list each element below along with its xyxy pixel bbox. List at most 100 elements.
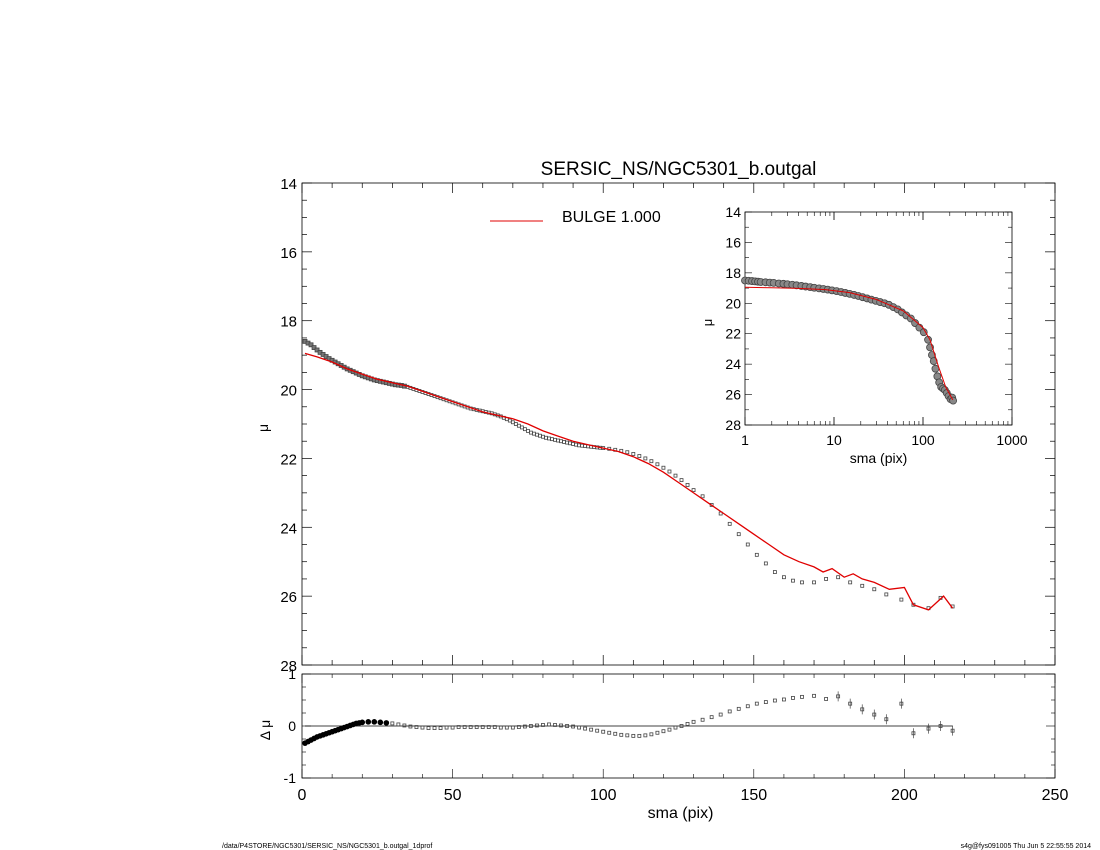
data-point [526, 428, 530, 433]
residual-data-point [673, 725, 678, 730]
data-point [824, 577, 828, 581]
residual-data-point [390, 721, 395, 726]
residual-data-point [812, 693, 816, 698]
inset-y-tick-label: 24 [725, 356, 741, 372]
residual-data-point [727, 709, 732, 714]
data-point [559, 439, 563, 444]
residual-data-point [800, 694, 804, 699]
data-point [519, 425, 524, 430]
residual-data-point [450, 725, 455, 730]
data-point [583, 444, 588, 448]
residual-data-point [504, 725, 509, 730]
residual-data-point [359, 719, 366, 726]
residual-data-point [432, 726, 437, 730]
data-point [538, 433, 542, 438]
residual-data-point [607, 730, 612, 735]
residual-x-tick-label: 150 [740, 787, 767, 804]
data-point [700, 494, 705, 499]
residual-data-point [577, 725, 582, 730]
data-point [631, 452, 636, 456]
data-point [532, 431, 536, 436]
residual-data-point [872, 712, 877, 717]
data-point [667, 469, 672, 474]
residual-x-tick-label: 0 [298, 787, 307, 804]
data-point [577, 443, 582, 448]
residual-data-point [824, 697, 828, 701]
residual-data-point [772, 698, 777, 703]
data-point [574, 442, 578, 447]
inset-x-axis-label: sma (pix) [850, 450, 908, 466]
residual-data-point [649, 732, 654, 737]
y-tick-label: 20 [280, 383, 297, 400]
residual-data-point [763, 700, 768, 704]
residual-data-point [631, 733, 636, 738]
residual-data-point [911, 731, 916, 736]
inset-y-tick-label: 22 [725, 326, 741, 342]
data-point [655, 462, 660, 467]
data-point [791, 578, 795, 583]
residual-data-point [474, 725, 479, 729]
residual-data-point [754, 701, 759, 706]
inset-plot: 14 16 18 20 22 24 26 281 10 100 1000 sma (pix) μ [700, 204, 1028, 466]
y-tick-label: 16 [280, 245, 297, 262]
residual-data-point [643, 733, 648, 738]
residual-data-point [926, 726, 931, 731]
inset-x-tick-label: 1000 [996, 432, 1027, 448]
residual-data-point [661, 729, 666, 734]
data-point [562, 440, 566, 444]
data-point [308, 342, 314, 348]
residual-data-point [365, 719, 372, 725]
chart-title: SERSIC_NS/NGC5301_b.outgal [541, 159, 817, 180]
residual-data-point [396, 722, 401, 727]
data-point [685, 483, 690, 487]
data-point [541, 434, 545, 439]
data-point [568, 441, 572, 446]
residual-data-point [848, 701, 853, 706]
data-point [736, 532, 741, 537]
data-point [872, 587, 877, 592]
residual-data-point [498, 725, 503, 730]
data-point [535, 432, 539, 437]
inset-data-point [949, 396, 958, 405]
residual-data-point [619, 732, 624, 737]
data-point [782, 575, 786, 580]
inset-y-tick-label: 26 [725, 387, 741, 403]
inset-plot-frame [744, 211, 1013, 426]
residual-data-point [522, 724, 527, 729]
residual-data-point [667, 727, 672, 732]
data-point [556, 438, 560, 443]
residual-y-tick-label: 1 [288, 666, 296, 682]
inset-y-tick-label: 18 [725, 265, 741, 281]
residual-data-point [836, 694, 841, 699]
inset-series-line [744, 286, 954, 401]
main-plot: SERSIC_NS/NGC5301_b.outgal μ 14 16 18 20 22 24 2… [255, 159, 1056, 675]
inset-x-tick-label: 100 [911, 432, 935, 448]
residual-data-point [950, 728, 955, 733]
residual-data-point [468, 725, 473, 729]
data-point [553, 437, 557, 442]
residual-data-point [456, 725, 461, 729]
series-line-bulge [304, 352, 954, 611]
residual-y-axis-label: Δ μ [257, 720, 273, 741]
data-point [848, 580, 853, 585]
residual-x-tick-label: 50 [444, 787, 462, 804]
residual-data-point [601, 729, 606, 734]
residual-y-tick-label: 0 [288, 718, 296, 734]
y-tick-label: 26 [280, 589, 297, 606]
data-point [510, 420, 515, 425]
inset-y-tick-label: 28 [725, 417, 741, 433]
data-point [800, 580, 804, 585]
data-point [529, 430, 533, 435]
residual-data-point [613, 731, 618, 736]
inset-x-tick-label: 1 [741, 432, 749, 448]
data-point [860, 583, 865, 588]
residual-x-tick-label: 200 [891, 787, 918, 804]
residual-data-point [709, 715, 714, 720]
residual-data-point [736, 706, 741, 711]
data-point [661, 465, 666, 470]
residual-data-point [625, 733, 630, 738]
residual-x-tick-label: 100 [590, 787, 617, 804]
residual-data-point [402, 723, 407, 728]
data-point [522, 427, 527, 432]
